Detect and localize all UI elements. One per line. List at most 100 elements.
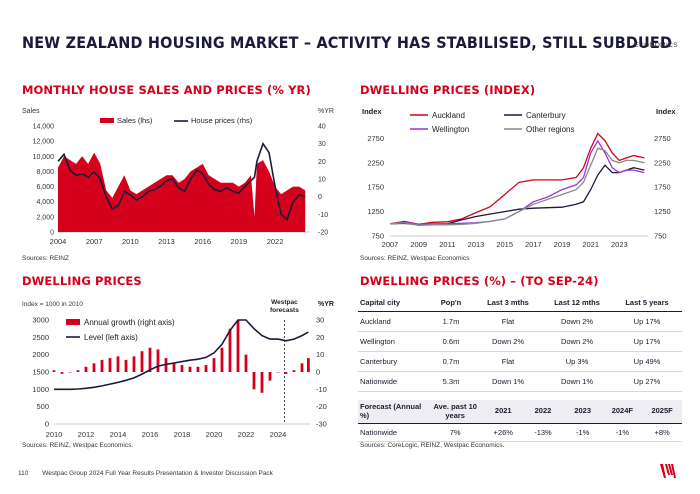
panel2-source: Sources: REINZ, Westpac Economics [360,255,470,262]
legend-swatch-sales [100,118,114,123]
forecast-header-cell: 2024F [602,400,643,425]
growth-bar [148,347,152,372]
y-tick-label: 3000 [32,316,49,325]
series-line-auckland [389,132,645,225]
growth-bar [92,363,96,372]
y2-tick-label: 0 [318,194,322,201]
legend-label: Other regions [526,125,574,134]
y2-tick-label: 2250 [654,158,671,167]
y2-tick-label: -20 [318,230,328,237]
x-tick-label: 2017 [525,240,542,249]
dwelling-prices-table: Capital city Pop'n Last 3 mths Last 12 mths… [358,294,682,443]
panel3-title: DWELLING PRICES [22,274,142,288]
series-line-canterbury [389,164,645,226]
forecast-cell: 7% [426,423,484,443]
table-row: Canterbury 0.7m Flat Up 3% Up 49% [358,351,682,372]
y2-tick-label: 40 [318,124,326,131]
x-tick-label: 2015 [496,240,513,249]
x-tick-label: 2018 [174,430,191,439]
y2-tick-label: -10 [316,385,327,394]
growth-bar [220,347,224,372]
y-tick-label: 0 [45,420,49,429]
forecast-cell: +8% [642,423,682,443]
growth-bar [300,363,304,372]
y-tick-label: 750 [371,232,384,241]
table-cell: 0.7m [428,351,474,372]
panel2-title: DWELLING PRICES (INDEX) [360,83,536,97]
table-cell: Down 2% [474,331,542,352]
growth-bar [188,366,192,372]
y2-axis-label: %YR [318,301,334,308]
y-tick-label: 1250 [367,207,384,216]
y-axis-label-left: Index [362,107,382,116]
table-cell: Down 1% [542,371,612,392]
panel4-title: DWELLING PRICES (%) – (TO SEP-24) [360,274,599,288]
y-axis-label: Sales [22,108,40,115]
forecast-header-cell: 2022 [523,400,563,425]
panel3-source: Sources: REINZ, Westpac Economics. [22,442,134,449]
footer-text: Westpac Group 2024 Full Year Results Pre… [42,470,273,477]
sales-prices-chart: Sales %YR 0 2,000 4,000 6,000 8,000 10,000 12,00… [22,108,334,246]
x-tick-label: 2016 [194,237,211,246]
y2-tick-label: 0 [316,368,320,377]
forecast-cell: -13% [523,423,563,443]
growth-bar [124,359,128,372]
forecast-table: Forecast (Annual %) Ave. past 10 years 202… [358,400,682,443]
table-cell: Up 3% [542,351,612,372]
x-tick-label: 2014 [110,430,127,439]
table-row: Wellington 0.6m Down 2% Down 2% Up 17% [358,331,682,352]
page-number: 110 [18,470,29,477]
y-tick-label: 0 [50,230,54,237]
table-cell: Canterbury [358,351,428,372]
y2-tick-label: -30 [316,420,327,429]
legend-growth-label: Annual growth (right axis) [84,318,175,327]
x-tick-label: 2023 [611,240,628,249]
table-header-cell: Last 3 mths [474,294,542,312]
sales-area [58,152,306,232]
x-tick-label: 2004 [50,237,67,246]
growth-bar [132,356,136,372]
table-cell: Up 17% [612,311,682,332]
y-tick-label: 1750 [367,183,384,192]
growth-bar [307,358,310,372]
x-tick-label: 2010 [46,430,63,439]
y2-tick-label: 1750 [654,183,671,192]
x-tick-label: 2020 [206,430,223,439]
forecast-header-cell: 2025F [642,400,682,425]
growth-bar [292,370,296,372]
x-tick-label: 2024 [270,430,287,439]
table-cell: Up 17% [612,331,682,352]
growth-bar [284,372,288,374]
growth-bar [156,349,160,372]
x-tick-label: 2007 [382,240,399,249]
growth-bar [140,351,144,372]
y-tick-label: 2250 [367,158,384,167]
dwelling-prices-chart: Index = 1000 in 2010 %YR 0 500 1000 1500 2000 2… [22,299,334,439]
legend-label: Wellington [432,125,469,134]
footer: 110 Westpac Group 2024 Full Year Results… [18,470,273,477]
growth-bar [100,359,104,372]
growth-bar [116,356,120,372]
table-row: Auckland 1.7m Flat Down 2% Up 17% [358,311,682,332]
table-header-cell: Last 12 mths [542,294,612,312]
table-header-cell: Last 5 years [612,294,682,312]
growth-bar [268,372,272,381]
y-tick-label: 6,000 [36,184,54,191]
westpac-logo-icon [660,464,676,478]
forecast-header-cell: 2021 [483,400,524,425]
table-cell: Down 2% [542,331,612,352]
panel1-source: Sources: REINZ [22,255,69,262]
y-tick-label: 2750 [367,134,384,143]
growth-bar [60,372,64,374]
y-tick-label: 1000 [32,385,49,394]
table-cell: Flat [474,311,542,332]
x-tick-label: 2022 [267,237,284,246]
legend-level-label: Level (left axis) [84,333,138,342]
legend-prices-label: House prices (rhs) [191,116,253,125]
x-tick-label: 2009 [410,240,427,249]
forecast-cell: -1% [562,423,603,443]
growth-bar [228,328,232,372]
x-tick-label: 2016 [142,430,159,439]
y-tick-label: 10,000 [33,154,55,161]
table-header-cell: Pop'n [428,294,474,312]
